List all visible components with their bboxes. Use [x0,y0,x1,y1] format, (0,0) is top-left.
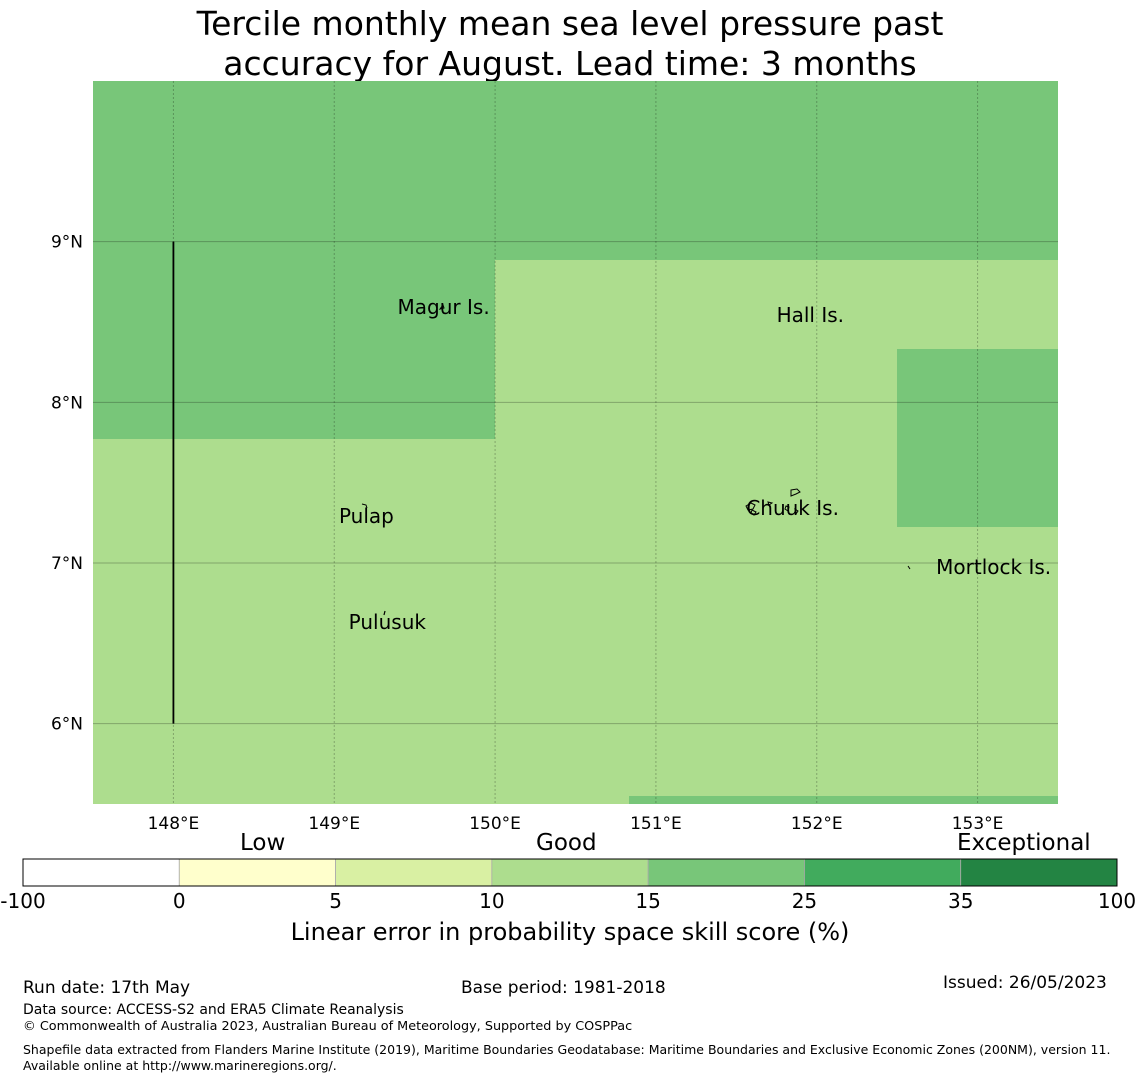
island-mortlock [907,565,911,570]
colorbar-label: Linear error in probability space skill … [290,918,850,946]
colorbar-tick-label: 5 [329,889,342,913]
data-source: Data source: ACCESS-S2 and ERA5 Climate … [23,1002,404,1018]
colorbar-segment [178,858,336,887]
x-tick-label: 151°E [630,814,682,830]
copyright: © Commonwealth of Australia 2023, Austra… [23,1019,633,1034]
colorbar-tick-label: 100 [1097,889,1137,913]
issued-date: Issued: 26/05/2023 [943,973,1107,993]
colorbar-frame [22,858,1118,887]
y-tick-label: 7°N [51,554,83,574]
colorbar [22,858,1118,887]
x-tick-label: 150°E [469,814,521,830]
place-label: Magur Is. [398,295,490,319]
map-title: Tercile monthly mean sea level pressure … [0,4,1140,84]
x-tick-label: 153°E [952,814,1004,830]
place-label: Mortlock Is. [936,555,1051,579]
x-tick-label: 149°E [308,814,360,830]
category-low: Low [240,830,286,856]
place-label: Hall Is. [777,303,844,327]
colorbar-tick-label: 0 [172,889,186,913]
island-chuuk-3 [750,509,757,516]
island-pulusuk [383,610,386,616]
island-chuuk-5 [784,505,799,516]
skill-region-northwest [93,81,495,439]
y-tick-label: 6°N [51,715,83,735]
run-date: Run date: 17th May [23,978,191,998]
colorbar-tick-label: 25 [791,889,818,913]
base-period: Base period: 1981-2018 [461,978,666,998]
island-chuuk-1 [790,488,801,497]
place-label: Chuuk Is. [746,496,839,520]
colorbar-tick-label: 35 [947,889,974,913]
skill-region-east [897,349,1058,527]
colorbar-segment [22,858,180,887]
place-label: Pulusuk [349,610,427,634]
colorbar-tick-label: 15 [635,889,661,913]
place-label: Pulap [339,504,394,528]
colorbar-segment [491,858,649,887]
colorbar-segment [960,858,1118,887]
colorbar-segment [647,858,805,887]
island-chuuk-2 [745,502,756,511]
colorbar-tick-label: 10 [479,889,505,913]
title-line-1: Tercile monthly mean sea level pressure … [196,4,944,43]
title-line-2: accuracy for August. Lead time: 3 months [223,44,917,83]
colorbar-segment [335,858,493,887]
y-tick-label: 8°N [51,393,83,413]
colorbar-tick-label: -100 [0,889,46,913]
island-chuuk-4 [767,501,774,506]
shapefile-credit: Shapefile data extracted from Flanders M… [23,1042,1111,1073]
x-tick-label: 148°E [148,814,200,830]
x-tick-label: 152°E [791,814,843,830]
island-pulap [361,503,368,509]
map-canvas: Magur Is. Hall Is. Pulap Chuuk Is. Mortlock … [51,81,1058,830]
category-good: Good [536,830,597,856]
skill-region-south-strip [629,796,1058,804]
category-exceptional: Exceptional [957,830,1091,856]
y-tick-label: 9°N [51,233,83,253]
island-magur [438,303,445,310]
colorbar-segment [804,858,962,887]
